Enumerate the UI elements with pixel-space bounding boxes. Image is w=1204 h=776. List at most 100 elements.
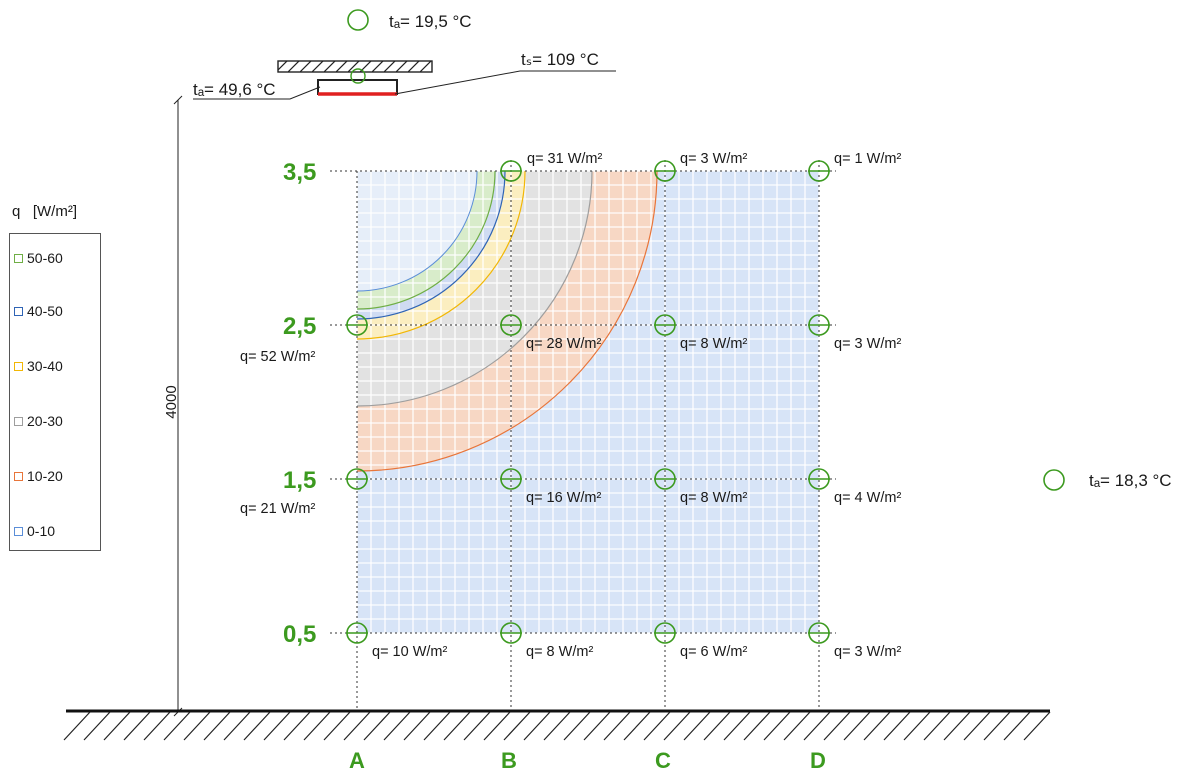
hatch-line [463,711,491,741]
q-label: q= 8 W/m² [526,644,593,660]
hatch-line [543,711,571,741]
hatch-line [403,711,431,741]
point-marker [654,314,676,336]
hatch-line [163,711,191,741]
hatch-line [343,711,371,741]
legend-item: 50-60 [14,250,63,266]
floor [63,709,1051,741]
point-marker [346,314,368,336]
hatch-line [943,711,971,741]
leader-ta-heater [193,86,321,100]
sensor-right-icon [1043,469,1065,491]
hatch-line [223,711,251,741]
point-marker [808,314,830,336]
legend-label: 30-40 [27,358,63,374]
ta-heater-label: tₐ= 49,6 °C [193,80,276,99]
q-label: q= 3 W/m² [834,336,901,352]
legend-swatch-icon [14,306,23,316]
legend-item: 0-10 [14,523,55,539]
q-label: q= 8 W/m² [680,336,747,352]
point-marker [654,160,676,182]
height-dimension-label: 4000 [163,385,180,418]
fine-grid [357,171,819,633]
legend-item: 40-50 [14,303,63,319]
hatch-line [723,711,751,741]
ts-heater-label: tₛ= 109 °C [521,50,599,69]
legend-label: 20-30 [27,413,63,429]
legend-title: q [W/m²] [12,203,77,220]
hatch-line [183,711,211,741]
hatch-line [443,711,471,741]
heater-body [317,79,398,95]
q-label: q= 3 W/m² [834,644,901,660]
hatch-line [283,711,311,741]
ceiling-slab [277,60,433,73]
hatch-line [923,711,951,741]
legend [9,233,101,551]
column-label: A [349,748,365,773]
hatch-line [63,711,91,741]
q-label: q= 8 W/m² [680,490,747,506]
point-marker [500,622,522,644]
hatch-line [683,711,711,741]
hatch-line [203,711,231,741]
column-label: B [501,748,517,773]
hatch-line [603,711,631,741]
level-label: 1,5 [283,467,316,494]
point-marker [500,314,522,336]
hatch-line [823,711,851,741]
hatch-line [263,711,291,741]
level-label: 2,5 [283,313,316,340]
legend-item: 20-30 [14,413,63,429]
legend-swatch-icon [14,471,23,481]
legend-label: 40-50 [27,303,63,319]
legend-title-unit: [W/m²] [32,203,78,220]
legend-swatch-icon [14,361,23,371]
q-label: q= 6 W/m² [680,644,747,660]
measurement-grid [330,160,836,710]
zone-inner [357,171,477,291]
heat-flux-zones [357,171,819,633]
hatch-line [103,711,131,741]
q-label: q= 52 W/m² [240,349,316,365]
legend-swatch-icon [14,526,23,536]
hatch-line [763,711,791,741]
hatch-line [323,711,351,741]
level-label: 3,5 [283,159,316,186]
hatch-line [643,711,671,741]
point-marker [808,622,830,644]
legend-label: 10-20 [27,468,63,484]
q-label: q= 3 W/m² [680,151,747,167]
hatch-line [703,711,731,741]
hatch-line [83,711,111,741]
hatch-line [143,711,171,741]
hatch-line [903,711,931,741]
point-marker [500,160,522,182]
point-marker [346,468,368,490]
hatch-line [663,711,691,741]
point-marker [808,468,830,490]
hatch-line [1023,711,1051,741]
legend-label: 0-10 [27,523,56,539]
hatch-line [623,711,651,741]
column-label: C [655,748,671,773]
measurement-points [346,160,830,644]
hatch-line [383,711,411,741]
hatch-line [803,711,831,741]
point-marker [654,622,676,644]
point-marker [808,160,830,182]
legend-label: 50-60 [27,250,63,266]
q-label: q= 31 W/m² [527,151,603,167]
hatch-line [583,711,611,741]
hatch-line [963,711,991,741]
ta-right-label: tₐ= 18,3 °C [1089,471,1172,490]
q-label: q= 1 W/m² [834,151,901,167]
legend-item: 30-40 [14,358,63,374]
q-label: q= 10 W/m² [372,644,448,660]
hatch-line [863,711,891,741]
hatch-line [243,711,271,741]
q-label: q= 16 W/m² [526,490,602,506]
sensor-top-icon [347,9,369,31]
sensor-heater-icon [350,68,366,84]
